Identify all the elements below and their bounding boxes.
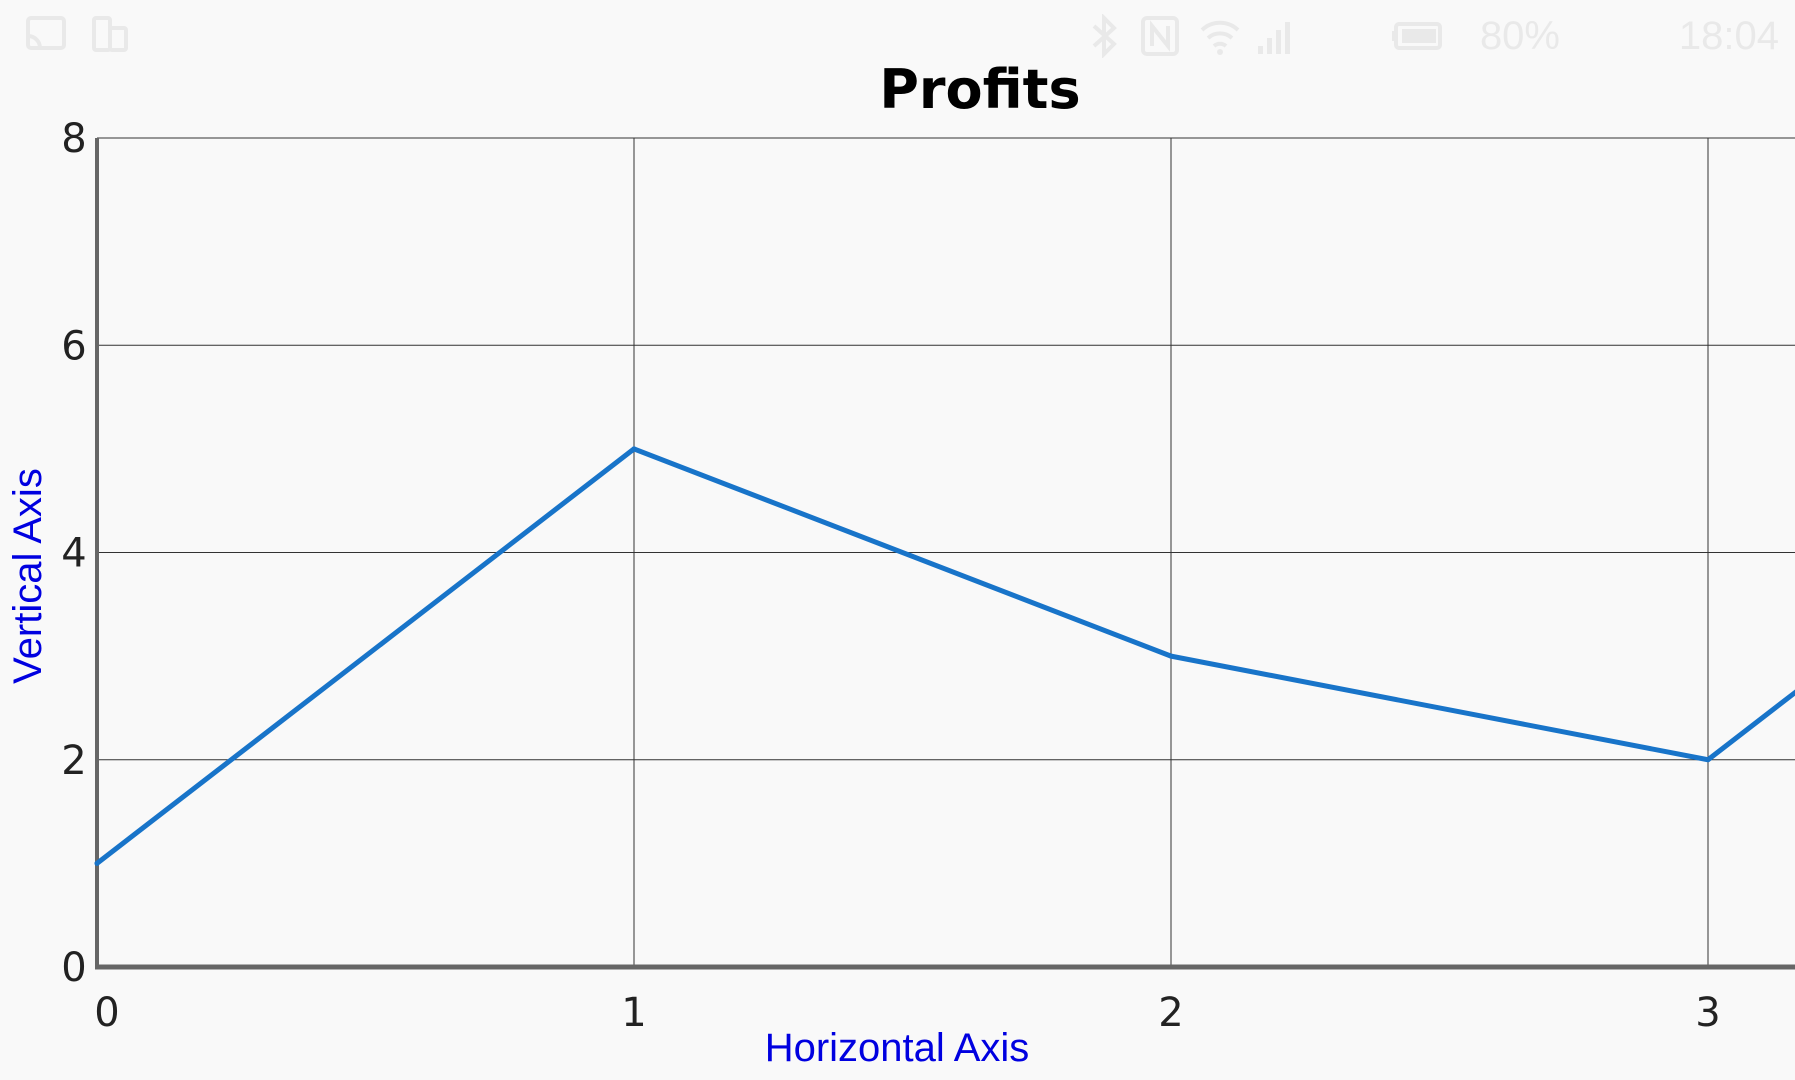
wifi-icon <box>1200 20 1240 55</box>
x-tick-label-1: 1 <box>621 990 646 1036</box>
data-point-0-0 <box>94 860 100 866</box>
status-bar: 80% 18:04 <box>0 0 1795 80</box>
cast-icon <box>26 16 66 50</box>
x-tick-label-3: 3 <box>1695 990 1720 1036</box>
y-tick-label-2: 2 <box>61 738 86 784</box>
y-tick-label-8: 8 <box>61 116 86 162</box>
data-point-0-1 <box>631 446 637 452</box>
battery-icon <box>1392 22 1442 50</box>
data-point-0-2 <box>1168 653 1174 659</box>
y-tick-label-6: 6 <box>61 323 86 369</box>
x-tick-label-2: 2 <box>1158 990 1183 1036</box>
y-axis-title: Vertical Axis <box>6 468 50 684</box>
chart-title: Profits <box>879 58 1080 121</box>
data-point-0-3 <box>1705 757 1711 763</box>
axes <box>95 138 1795 970</box>
signal-icon <box>1258 22 1290 54</box>
device-rotate-icon <box>92 16 128 52</box>
y-tick-label-0: 0 <box>61 945 86 991</box>
battery-percent: 80% <box>1479 14 1560 58</box>
y-tick-label-4: 4 <box>61 531 86 577</box>
bluetooth-icon <box>1092 14 1117 58</box>
nfc-icon <box>1141 16 1179 56</box>
x-tick-label-0: 0 <box>94 990 119 1036</box>
x-axis-title: Horizontal Axis <box>765 1026 1030 1070</box>
grid <box>97 137 1795 967</box>
tick-labels: 0 1 2 3 0 2 4 6 8 <box>61 116 1720 1036</box>
series <box>94 446 1795 866</box>
series-line-0 <box>94 446 1795 866</box>
status-clock: 18:04 <box>1678 14 1779 58</box>
